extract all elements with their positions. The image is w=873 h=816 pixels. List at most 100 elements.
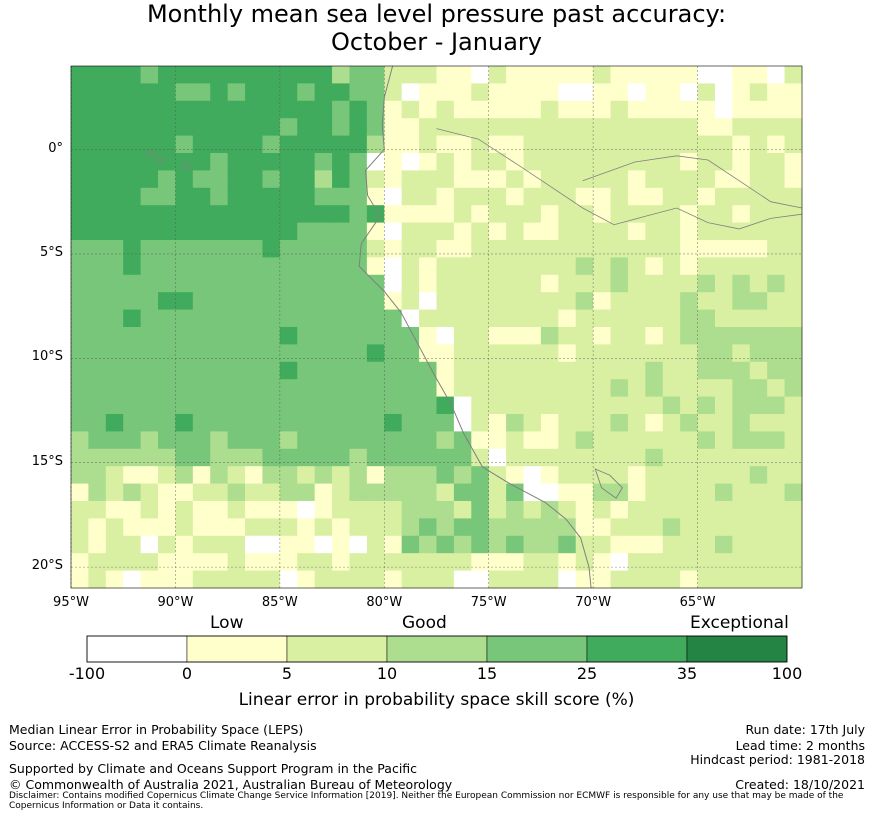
skill-cell [71,309,89,328]
skill-cell [767,292,785,310]
skill-cell [227,83,246,102]
skill-cell [680,326,698,345]
skill-cell [680,222,698,241]
skill-cell [140,309,159,328]
skill-cell [158,100,176,119]
skill-cell [471,570,490,589]
skill-cell [297,553,316,571]
skill-cell [279,379,298,397]
skill-cell [227,170,246,189]
skill-cell [314,431,333,450]
skill-cell [575,100,594,119]
skill-cell [610,153,629,171]
skill-cell [784,309,803,328]
skill-cell [262,100,281,119]
skill-cell [227,66,246,84]
skill-cell [227,153,246,171]
colorbar-tick-label: -100 [68,664,106,683]
skill-cell [192,222,211,241]
skill-cell [662,344,681,363]
skill-cell [158,274,176,293]
skill-cell [384,118,403,136]
skill-cell [71,466,89,484]
skill-cell [105,379,124,397]
skill-cell [105,118,124,136]
skill-cell [227,413,246,432]
skill-cell [105,187,124,206]
skill-cell [123,396,142,415]
skill-cell [71,413,89,432]
colorbar-segment [586,635,688,663]
skill-cell [279,553,298,571]
skill-cell [732,135,751,154]
skill-cell [314,257,333,276]
skill-cell [279,448,298,467]
skill-cell [540,205,559,223]
skill-cell [279,274,298,293]
skill-cell [332,170,350,189]
skill-cell [192,83,211,102]
map-frame [70,65,803,589]
skill-cell [158,222,176,241]
skill-cell [575,274,594,293]
skill-cell [314,239,333,258]
skill-cell [366,535,385,554]
skill-cell [593,396,611,415]
skill-cell [732,413,751,432]
skill-cell [123,413,142,432]
skill-cell [540,100,559,119]
skill-cell [419,396,437,415]
skill-cell [349,222,368,241]
skill-cell [297,222,316,241]
skill-cell [749,187,768,206]
skill-cell [732,205,751,223]
skill-cell [245,66,263,84]
skill-cell [158,570,176,589]
skill-cell [767,222,785,241]
skill-cell [401,483,420,502]
skill-cell [140,361,159,380]
skill-cell [245,570,263,589]
skill-cell [593,535,611,554]
skill-cell [210,431,229,450]
skill-cell [680,361,698,380]
skill-cell [558,483,577,502]
skill-cell [158,500,176,519]
skill-cell [575,466,594,484]
skill-cell [366,448,385,467]
skill-cell [384,170,403,189]
skill-cell [88,483,107,502]
skill-cell [627,187,646,206]
skill-cell [488,518,507,537]
skill-cell [297,153,316,171]
skill-cell [662,466,681,484]
skill-cell [767,153,785,171]
skill-cell [506,205,524,223]
skill-cell [88,500,107,519]
skill-cell [384,518,403,537]
skill-cell [210,222,229,241]
skill-cell [105,361,124,380]
skill-cell [297,466,316,484]
skill-cell [349,257,368,276]
skill-cell [453,83,472,102]
skill-cell [401,431,420,450]
skill-cell [714,326,733,345]
skill-cell [488,361,507,380]
skill-cell [540,170,559,189]
skill-cell [279,483,298,502]
skill-cell [784,396,803,415]
skill-cell [593,379,611,397]
skill-cell [732,222,751,241]
skill-cell [471,361,490,380]
skill-cell [175,309,194,328]
skill-cell [662,239,681,258]
skill-cell [471,535,490,554]
skill-cell [227,570,246,589]
skill-cell [523,326,542,345]
skill-cell [332,448,350,467]
skill-cell [436,135,455,154]
skill-cell [158,83,176,102]
skill-cell [401,222,420,241]
skill-cell [506,500,524,519]
